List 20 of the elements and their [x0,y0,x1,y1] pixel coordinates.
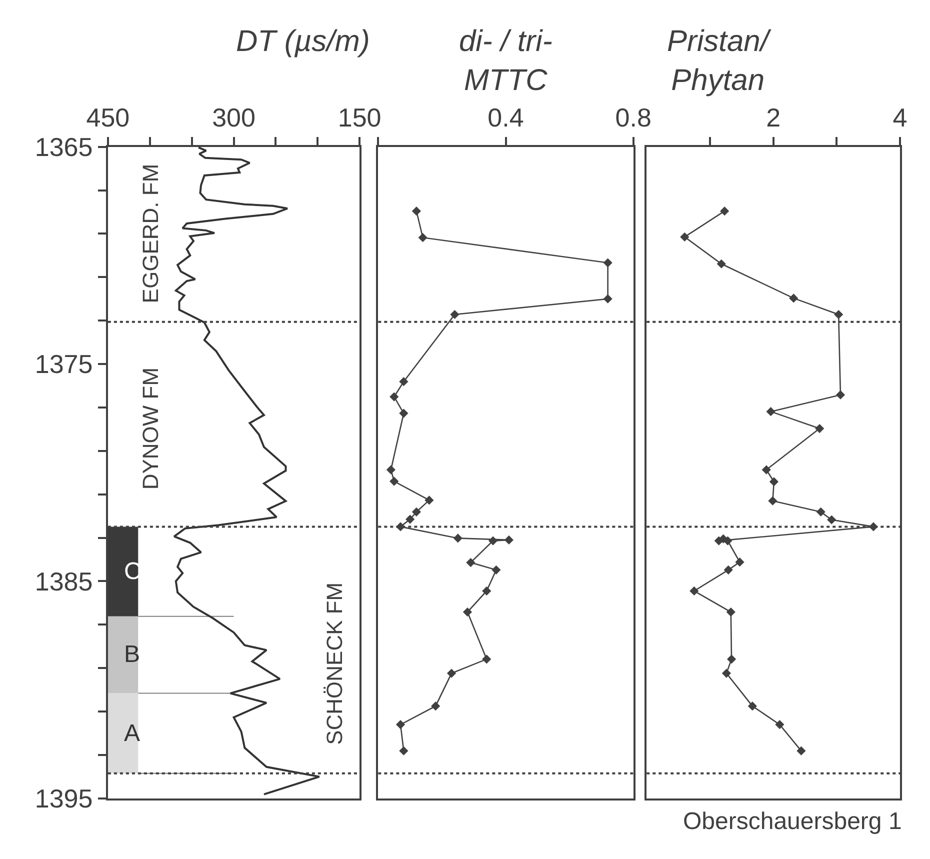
x-tick-label: 0.4 [488,102,524,132]
annotation: SCHÖNECK FM [322,582,347,745]
y-tick-label: 1365 [34,132,93,162]
x-tick-label: 2 [766,102,781,132]
x-tick-label: 450 [86,102,130,132]
chart-title: Pristan/ Phytan [667,25,772,97]
annotation: EGGERD. FM [138,164,164,304]
annotation: DYNOW FM [138,367,163,490]
x-tick-label: 150 [338,102,382,132]
y-tick-label: 1395 [34,784,93,814]
band-label: A [124,720,140,747]
x-tick-label: 4 [892,102,908,132]
band-label: B [124,641,140,668]
x-tick-label: 300 [212,102,256,132]
text: Oberschauersberg 1 [683,808,902,835]
y-tick-label: 1385 [34,566,93,596]
y-tick-label: 1375 [34,349,93,380]
chart-title: DT (µs/m) [236,25,370,58]
chart-title: di- / tri- MTTC [459,25,552,97]
x-tick-label: 0.8 [615,102,652,132]
